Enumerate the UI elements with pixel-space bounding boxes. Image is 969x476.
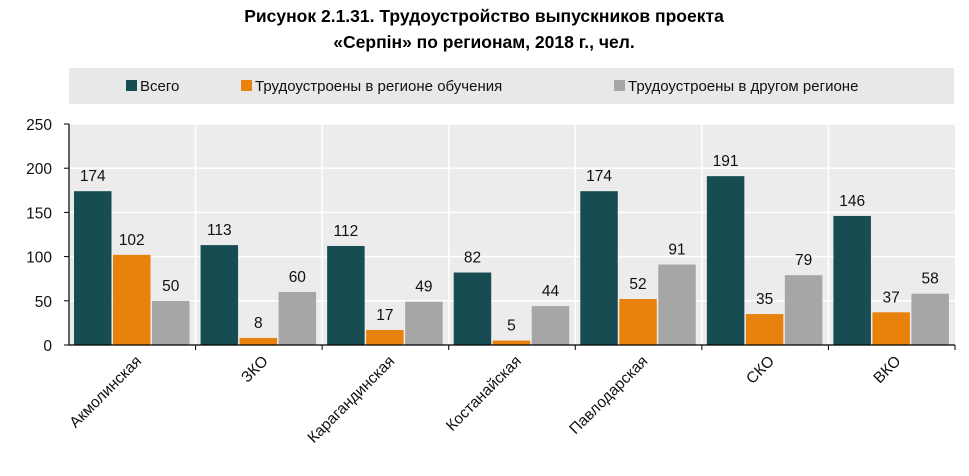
bar	[784, 275, 823, 345]
data-label: 79	[795, 252, 812, 269]
x-tick-label: СКО	[743, 353, 778, 388]
bar	[405, 301, 443, 345]
data-label: 17	[376, 307, 393, 324]
y-tick-label: 0	[43, 338, 52, 355]
bar	[366, 329, 404, 345]
legend: Всего Трудоустроены в регионе обучения Тру…	[126, 78, 858, 95]
bar	[833, 215, 871, 345]
data-label: 52	[629, 276, 646, 293]
bar	[531, 306, 570, 345]
legend-swatch	[614, 80, 625, 91]
bar	[658, 264, 696, 345]
bar	[706, 176, 745, 345]
data-label: 49	[415, 279, 432, 296]
bar	[453, 272, 492, 345]
data-label: 82	[464, 250, 481, 267]
x-tick-label: Костанайская	[443, 353, 525, 435]
legend-swatch	[241, 80, 252, 91]
data-label: 191	[713, 153, 739, 170]
bar	[580, 191, 618, 345]
bar	[872, 312, 910, 345]
bar	[492, 340, 531, 345]
legend-background	[69, 68, 954, 104]
data-label: 8	[254, 315, 263, 332]
data-label: 37	[883, 289, 900, 306]
bar	[278, 291, 317, 345]
data-label: 113	[207, 222, 232, 239]
bar	[619, 299, 657, 345]
y-tick-label: 50	[35, 294, 53, 311]
bar	[745, 314, 784, 345]
data-label: 174	[586, 168, 612, 185]
data-label: 102	[119, 232, 145, 249]
y-tick-label: 200	[26, 161, 52, 178]
y-tick-label: 100	[26, 250, 52, 267]
data-label: 174	[80, 168, 106, 185]
data-label: 44	[542, 283, 560, 300]
chart-title-line-1: Рисунок 2.1.31. Трудоустройство выпускни…	[244, 6, 724, 26]
data-label: 58	[922, 271, 939, 288]
legend-label: Трудоустроены в регионе обучения	[255, 78, 502, 95]
data-label: 50	[162, 278, 180, 295]
bar	[239, 337, 278, 345]
data-label: 146	[839, 193, 865, 210]
legend-label: Трудоустроены в другом регионе	[628, 78, 858, 95]
x-tick-label: Карагандинская	[305, 353, 399, 447]
data-label: 112	[334, 223, 359, 240]
legend-label: Всего	[140, 78, 179, 95]
y-tick-label: 150	[26, 205, 52, 222]
bar	[113, 254, 151, 345]
x-tick-label: Акмолинская	[66, 353, 145, 432]
bar	[911, 293, 949, 345]
bar	[200, 245, 239, 345]
bar	[327, 245, 365, 345]
x-tick-label: ЗКО	[238, 353, 271, 386]
data-label: 91	[668, 242, 685, 259]
chart-title-line-2: «Серпін» по регионам, 2018 г., чел.	[333, 32, 634, 52]
data-label: 60	[289, 269, 307, 286]
x-tick-label: ВКО	[870, 353, 904, 387]
bar	[152, 300, 190, 345]
y-tick-label: 250	[26, 117, 52, 134]
x-tick-label: Павлодарская	[566, 353, 651, 438]
legend-swatch	[126, 80, 137, 91]
data-label: 5	[507, 318, 516, 335]
data-label: 35	[756, 291, 773, 308]
bar	[74, 191, 112, 345]
